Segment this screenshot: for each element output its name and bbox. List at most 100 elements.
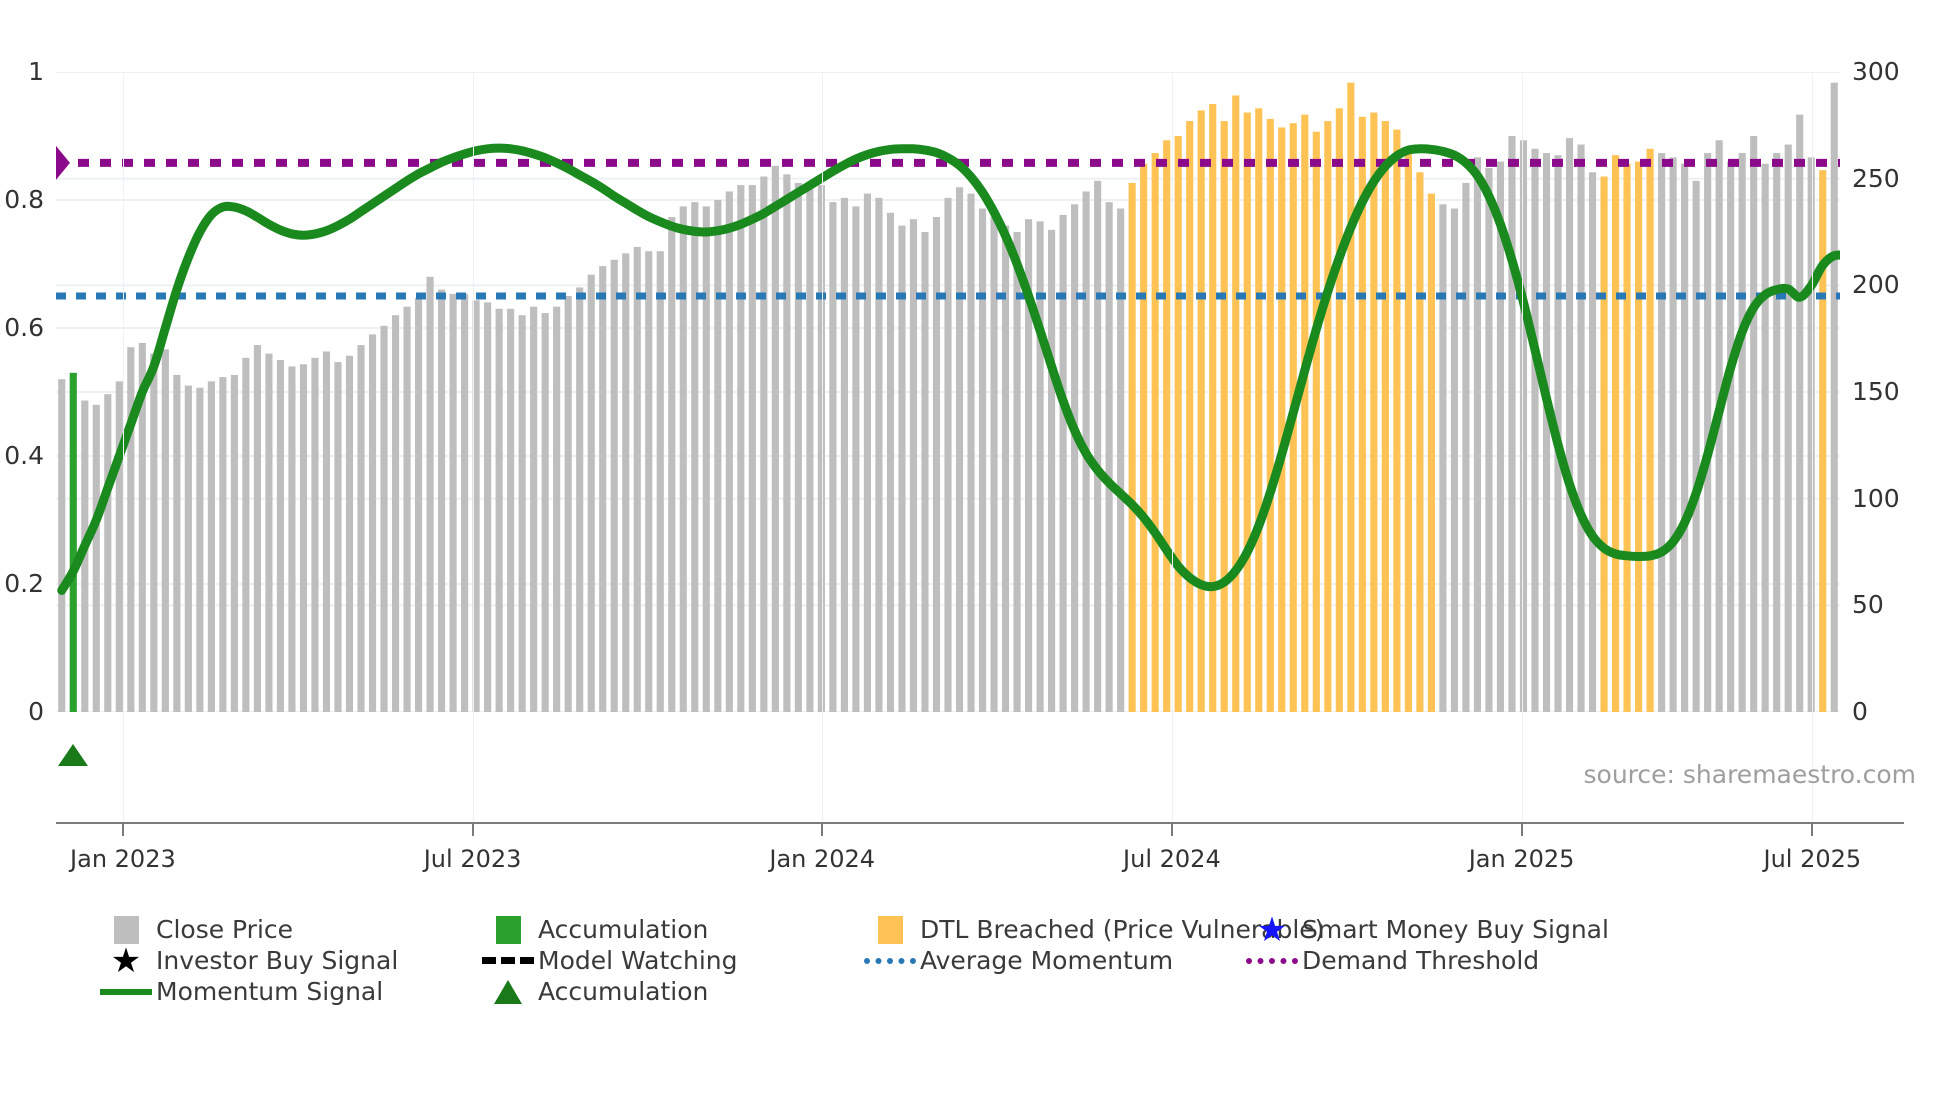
- price-bar: [1301, 114, 1309, 712]
- chart-legend: Close Price Accumulation DTL Breached (Pri…: [96, 913, 1896, 1007]
- price-bar: [1404, 148, 1412, 712]
- star-icon-wrap: ★: [1242, 913, 1302, 947]
- price-bar: [1658, 153, 1666, 712]
- price-bar: [104, 394, 112, 712]
- price-bar: [1727, 161, 1735, 712]
- price-bar: [1036, 221, 1044, 712]
- price-bar: [691, 202, 699, 712]
- legend-item[interactable]: Demand Threshold: [1242, 945, 1662, 976]
- x-axis-tickmark: [821, 824, 824, 836]
- dotted-line-icon: [1246, 957, 1298, 964]
- price-bar: [1105, 202, 1113, 712]
- price-bar: [518, 315, 526, 712]
- legend-item-label: Accumulation: [538, 915, 709, 944]
- price-bar: [530, 306, 538, 712]
- legend-item[interactable]: Model Watching: [478, 945, 860, 976]
- price-bar: [806, 185, 814, 712]
- price-bar: [633, 246, 641, 712]
- y-axis-left-tick: 0: [28, 697, 44, 726]
- source-label: source: sharemaestro.com: [1583, 760, 1917, 789]
- price-bar: [1738, 153, 1746, 712]
- price-bar: [1796, 114, 1804, 712]
- price-bar: [599, 266, 607, 712]
- solid-line-icon: [100, 988, 152, 995]
- price-bar: [1611, 155, 1620, 712]
- legend-item[interactable]: ★ Investor Buy Signal: [96, 944, 478, 978]
- legend-item[interactable]: Average Momentum: [860, 945, 1242, 976]
- legend-item[interactable]: Close Price: [96, 914, 478, 945]
- price-bar: [794, 182, 802, 712]
- legend-item[interactable]: Accumulation: [478, 914, 860, 945]
- price-bar: [58, 379, 66, 712]
- x-axis-tick-label: Jan 2024: [769, 845, 876, 873]
- price-bar: [576, 287, 584, 712]
- price-bar: [1013, 232, 1021, 712]
- price-bar: [863, 193, 872, 712]
- price-bar: [1531, 148, 1539, 712]
- price-bar: [1542, 153, 1551, 712]
- legend-square-icon: [877, 915, 903, 944]
- price-bar: [507, 308, 515, 712]
- price-bar: [760, 176, 768, 712]
- price-bar: [875, 197, 883, 712]
- price-bar: [909, 219, 918, 712]
- momentum-signal-line: [57, 143, 1840, 595]
- legend-item[interactable]: Momentum Signal: [96, 976, 478, 1007]
- y-axis-left-tick: 0.6: [4, 313, 44, 342]
- price-bar: [1669, 157, 1677, 712]
- price-bar: [1565, 138, 1574, 712]
- price-bar: [852, 206, 860, 712]
- price-bar: [944, 197, 952, 712]
- legend-item-label: Investor Buy Signal: [156, 946, 399, 975]
- triangle-up-icon: [494, 979, 522, 1004]
- price-bar: [127, 347, 135, 712]
- price-bar: [1128, 182, 1136, 712]
- price-bar: [161, 349, 169, 712]
- x-axis-tickmark: [1170, 824, 1173, 836]
- price-bar: [645, 251, 653, 712]
- legend-item-label: DTL Breached (Price Vulnerable): [920, 915, 1325, 944]
- price-bar: [1450, 208, 1458, 712]
- price-bar: [829, 202, 837, 712]
- x-gridline: [1521, 72, 1523, 822]
- price-bar: [967, 193, 975, 712]
- legend-item[interactable]: Accumulation: [478, 976, 860, 1007]
- price-bar: [1209, 104, 1217, 712]
- price-bar: [1117, 208, 1125, 712]
- price-bar: [1370, 112, 1378, 712]
- price-bar: [978, 208, 987, 712]
- x-gridline: [122, 72, 124, 822]
- y-axis-left-tick: 0.4: [4, 441, 44, 470]
- price-bar: [1519, 140, 1528, 712]
- price-bar: [1197, 110, 1205, 712]
- price-bar: [541, 313, 549, 712]
- demand-threshold-diamond: [56, 145, 70, 180]
- price-bar: [990, 217, 998, 712]
- star-icon: ★: [1256, 909, 1288, 950]
- star-icon-wrap: ★: [96, 944, 156, 978]
- price-bar: [461, 293, 469, 712]
- price-bar: [276, 360, 285, 712]
- price-bar: [714, 200, 722, 712]
- x-gridline: [472, 72, 474, 822]
- price-bar: [1174, 136, 1182, 712]
- price-bar: [1358, 116, 1366, 712]
- legend-item-label: Momentum Signal: [156, 977, 384, 1006]
- price-bar: [679, 206, 687, 712]
- price-bar: [1473, 157, 1482, 712]
- legend-item[interactable]: DTL Breached (Price Vulnerable): [860, 914, 1324, 945]
- price-bar: [138, 342, 146, 712]
- chart-canvas: [56, 72, 1840, 712]
- legend-square-icon: [495, 915, 521, 944]
- y-axis-left-tick: 0.2: [4, 569, 44, 598]
- legend-square-icon-wrap: [478, 915, 538, 944]
- legend-item[interactable]: ★ Smart Money Buy Signal: [1242, 913, 1662, 947]
- price-bar: [299, 364, 308, 712]
- x-axis-tick-label: Jan 2025: [1468, 845, 1575, 873]
- price-bar: [1163, 140, 1171, 712]
- price-bar: [288, 366, 296, 712]
- price-bar: [955, 187, 964, 712]
- y-axis-right-tick: 300: [1852, 57, 1900, 86]
- price-bar: [115, 381, 123, 712]
- price-bar: [1681, 163, 1689, 712]
